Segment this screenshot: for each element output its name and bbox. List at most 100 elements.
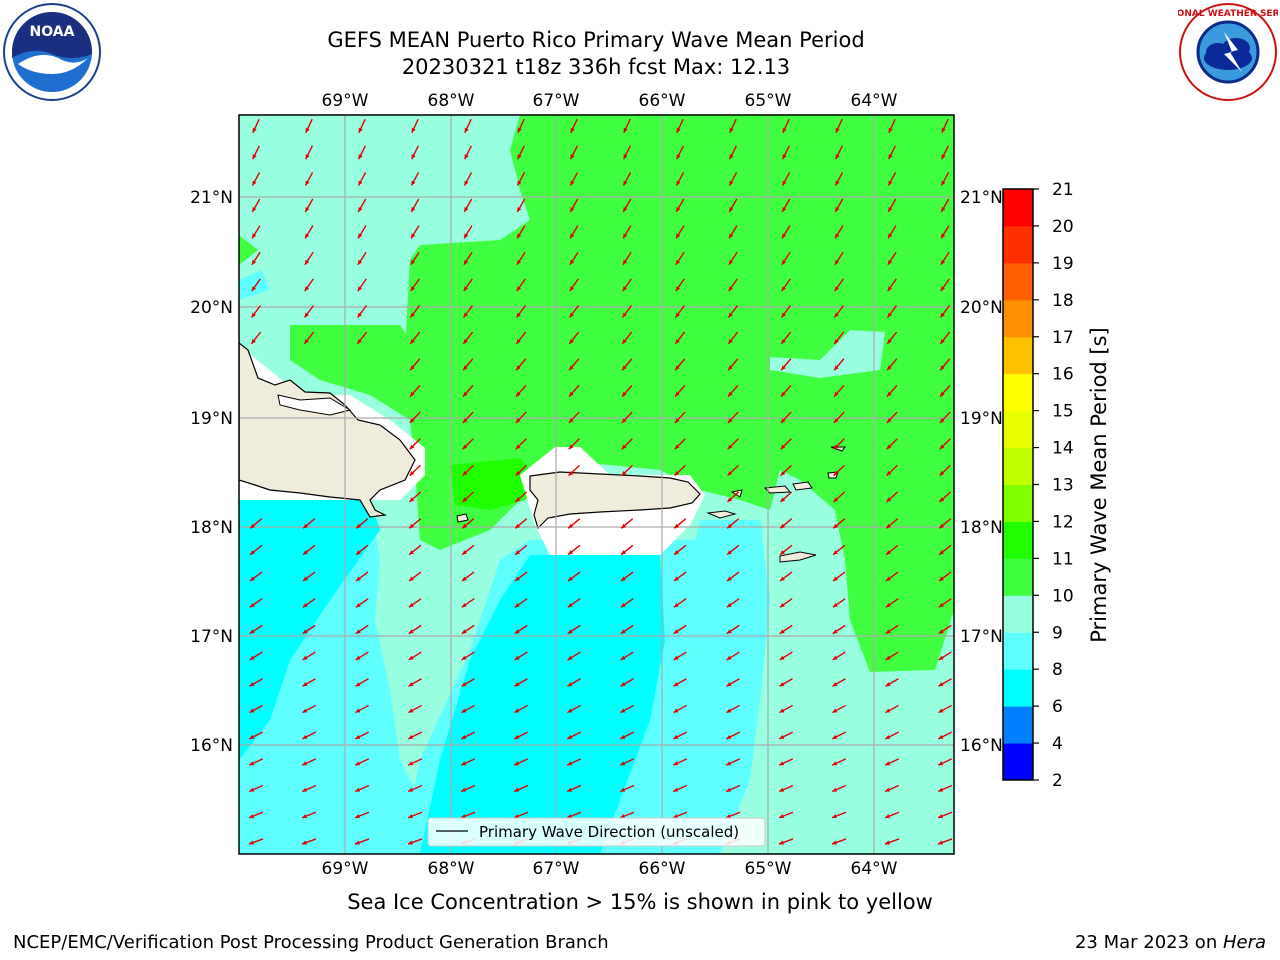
wave-arrow-head: [567, 814, 573, 819]
wave-arrow-head: [939, 470, 945, 476]
wave-arrow-head: [835, 154, 840, 160]
wave-arrow-head: [620, 761, 626, 766]
wave-arrow-head: [835, 233, 840, 239]
wave-arrow-head: [515, 550, 520, 555]
wave-arrow-head: [726, 787, 732, 792]
wave-arrow-head: [832, 734, 838, 739]
wave-arrow-head: [305, 207, 310, 212]
footer-host: Hera: [1222, 932, 1266, 953]
wave-arrow-head: [305, 233, 310, 239]
wave-arrow-head: [620, 682, 626, 687]
wave-arrow-head: [938, 787, 944, 792]
wave-arrow-head: [514, 708, 520, 713]
wave-arrow-head: [620, 734, 626, 739]
wave-arrow-head: [888, 127, 893, 133]
wave-arrow-head: [832, 814, 838, 819]
noaa-logo: NOAA: [3, 3, 101, 101]
wave-arrow-head: [357, 286, 363, 292]
wave-arrow-head: [408, 734, 414, 739]
wave-arrow-head: [726, 602, 732, 608]
wave-arrow-head: [940, 365, 945, 371]
wave-arrow-head: [728, 259, 734, 265]
wave-arrow-head: [567, 761, 573, 766]
footer-credit: NCEP/EMC/Verification Post Processing Pr…: [13, 932, 609, 953]
wave-arrow-head: [249, 708, 255, 713]
wave-arrow-head: [676, 207, 681, 212]
land-vieques: [706, 510, 737, 519]
wave-arrow-head: [884, 840, 890, 845]
lat-label: 16°N: [190, 736, 233, 756]
wave-arrow-head: [780, 497, 786, 502]
wave-arrow-head: [831, 840, 837, 845]
wave-arrow-head: [781, 286, 787, 292]
wave-arrow-head: [938, 602, 944, 608]
wave-arrow-head: [778, 840, 784, 845]
wave-arrow-head: [727, 444, 733, 450]
wave-arrow-head: [463, 259, 469, 265]
wave-arrow-head: [727, 523, 733, 529]
colorbar-tick-label: 18: [1052, 291, 1074, 311]
field-cyan-central: [420, 555, 665, 854]
wave-arrow-head: [409, 497, 415, 502]
wave-arrow-head: [569, 286, 575, 292]
wave-arrow-head: [569, 259, 575, 265]
wave-arrow-head: [517, 233, 522, 239]
wave-arrow-head: [832, 655, 838, 660]
wave-arrow-head: [251, 259, 257, 265]
wave-arrow-head: [252, 233, 257, 239]
wave-arrow-head: [570, 127, 575, 133]
wave-arrow-head: [726, 682, 732, 687]
wave-arrow-head: [516, 391, 521, 397]
wave-arrow-head: [939, 497, 945, 502]
wave-arrow-head: [782, 127, 787, 133]
wave-arrow-head: [834, 365, 839, 371]
wave-arrow-head: [515, 497, 521, 502]
wave-arrow-head: [886, 444, 892, 450]
wave-arrow-head: [938, 655, 944, 660]
wave-arrow-head: [515, 470, 521, 476]
wave-arrow-head: [726, 708, 732, 713]
wave-arrow-head: [886, 523, 892, 529]
colorbar-tick-label: 14: [1052, 439, 1074, 459]
nws-logo: NATIONAL WEATHER SERVICE: [1178, 3, 1278, 101]
wave-arrow-head: [941, 127, 946, 133]
wave-arrow-head: [515, 418, 521, 423]
wave-arrow-head: [249, 602, 255, 608]
colorbar-tick-label: 17: [1052, 328, 1074, 348]
wave-arrow-head: [250, 550, 255, 555]
wave-arrow-head: [834, 339, 839, 344]
colorbar-block: [1003, 669, 1033, 707]
lat-label: 19°N: [960, 409, 1003, 429]
wave-arrow-head: [355, 682, 361, 687]
wave-arrow-head: [620, 787, 626, 792]
wave-arrow-head: [514, 682, 520, 687]
lon-label: 68°W: [428, 91, 475, 111]
wave-arrow-head: [464, 154, 469, 160]
footer-date: 23 Mar 2023 on Hera: [1075, 932, 1266, 953]
wave-arrow-head: [411, 207, 416, 212]
colorbar-blocks: [1003, 189, 1033, 781]
wave-arrow-head: [302, 734, 308, 739]
wave-arrow-head: [673, 655, 679, 660]
wave-arrow-head: [673, 787, 679, 792]
wave-arrow-head: [514, 576, 520, 581]
field-10s: [405, 115, 954, 672]
colorbar-block: [1003, 299, 1033, 338]
wave-arrow-head: [833, 497, 839, 502]
wave-arrow-head: [832, 708, 838, 713]
wave-arrow-head: [357, 339, 362, 344]
lat-label: 19°N: [190, 409, 233, 429]
wave-arrow-head: [517, 207, 522, 212]
wave-arrow-head: [938, 814, 944, 819]
wave-arrow-head: [885, 682, 891, 687]
wave-arrow-head: [728, 339, 733, 344]
wave-arrow-head: [410, 365, 415, 371]
wave-arrow-head: [516, 365, 521, 371]
wave-arrow-head: [515, 444, 521, 450]
wave-arrow-head: [888, 207, 893, 212]
wave-arrow-head: [409, 470, 415, 476]
colorbar-block: [1003, 373, 1033, 412]
colorbar-block: [1003, 336, 1033, 375]
wave-arrow-head: [940, 339, 945, 344]
wave-arrow-head: [302, 787, 308, 792]
